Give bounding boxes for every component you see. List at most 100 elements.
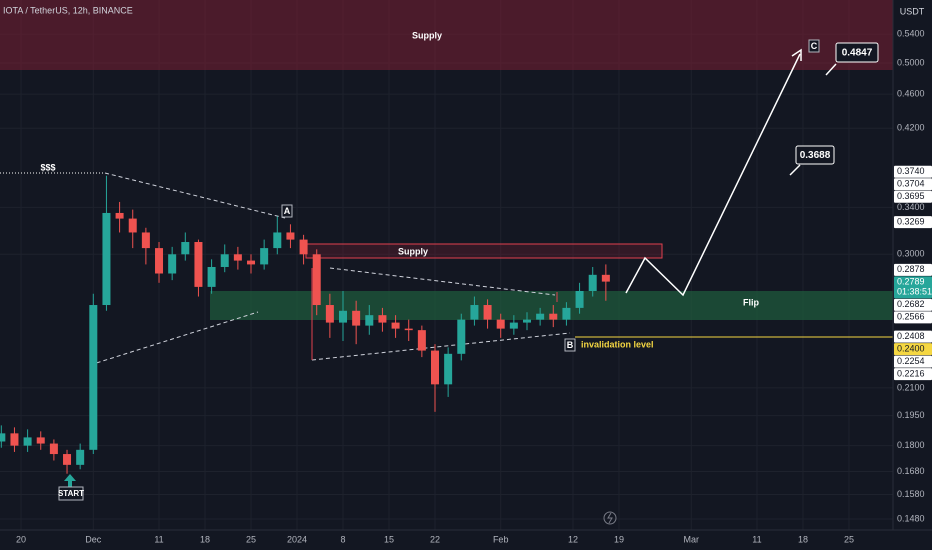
price-tag-label: 0.2789	[897, 277, 925, 287]
price-tag	[894, 216, 932, 229]
y-tick-label: 0.2100	[897, 382, 925, 392]
countdown: 01:38:51	[897, 287, 932, 297]
start-box	[58, 486, 84, 501]
projection-path	[625, 53, 801, 297]
y-tick-label: 0.1680	[897, 466, 925, 476]
price-tag	[894, 343, 932, 356]
x-tick-label: 18	[798, 534, 808, 544]
chart-title: IOTA / TetherUS, 12h, BINANCE	[3, 5, 133, 15]
x-tick-label: 25	[246, 534, 256, 544]
y-tick-label: 0.5400	[897, 28, 925, 38]
candle-body	[549, 313, 558, 320]
label-arrow	[825, 63, 837, 76]
y-tick-label: 0.4600	[897, 89, 925, 99]
price-tag	[894, 165, 932, 178]
candle-body	[49, 443, 58, 455]
y-tick-label: 0.5000	[897, 57, 925, 67]
candle-body	[194, 242, 203, 287]
price-tag-label: 0.3740	[897, 166, 925, 176]
candle-body	[457, 319, 466, 354]
point-box	[564, 338, 576, 352]
candle-body	[10, 433, 19, 446]
pattern-lines	[89, 172, 571, 366]
candle-body	[404, 328, 413, 331]
x-tick-label: 22	[430, 534, 440, 544]
point-box	[808, 39, 820, 53]
candle-body	[260, 248, 269, 265]
candle-body	[483, 305, 492, 320]
y-tick-label: 0.1580	[897, 489, 925, 499]
candle-body	[299, 239, 308, 255]
invalidation-label: invalidation level	[581, 339, 654, 349]
price-tag-label: 0.2878	[897, 264, 925, 274]
price-tag-label: 0.2408	[897, 331, 925, 341]
x-tick-label: 20	[16, 534, 26, 544]
y-tick-label: 0.3000	[897, 249, 925, 259]
candle-body	[36, 437, 45, 444]
x-tick-label: 15	[384, 534, 394, 544]
y-tick-label: 0.1480	[897, 513, 925, 523]
candle-body	[339, 310, 348, 323]
price-tag-label: 0.2254	[897, 356, 925, 366]
price-tag-label: 0.2566	[897, 312, 925, 322]
candle-body	[325, 305, 334, 323]
candle-body	[562, 307, 571, 320]
point-box	[281, 204, 293, 218]
x-tick-label: 2024	[287, 534, 307, 544]
candle-body	[181, 242, 190, 255]
price-tag	[894, 298, 932, 311]
candle-body	[431, 350, 440, 385]
candle-body	[115, 212, 124, 219]
y-tick-label: 0.3400	[897, 202, 925, 212]
x-tick-label: Feb	[493, 534, 509, 544]
replay-icon	[607, 512, 613, 524]
price-tag-label: 0.3269	[897, 217, 925, 227]
candle-body	[509, 322, 518, 329]
candle-body	[417, 330, 426, 351]
x-tick-label: Dec	[85, 534, 102, 544]
candle-body	[352, 310, 361, 326]
price-tag-label: 0.2682	[897, 299, 925, 309]
supply-zone	[0, 0, 893, 70]
x-tick-label: 25	[844, 534, 854, 544]
candle-body	[378, 315, 387, 323]
supply-box	[305, 243, 663, 259]
candle-body	[0, 433, 6, 442]
candle-body	[102, 212, 111, 306]
candle-body	[391, 322, 400, 329]
candle-body	[286, 232, 295, 240]
candle-body	[207, 266, 216, 287]
candle-body	[312, 254, 321, 306]
price-tag	[894, 178, 932, 191]
candle-body	[522, 319, 531, 323]
candle-body	[155, 248, 164, 274]
price-tag-label: 0.2400	[897, 344, 925, 354]
label-arrow	[789, 164, 801, 176]
y-tick-label: 0.1800	[897, 440, 925, 450]
point-label: C	[811, 41, 818, 51]
axis: 0.5400 0.5000 0.4600 0.4200 0.3400 0.3000 0.21…	[16, 28, 932, 544]
candle-body	[247, 260, 256, 265]
x-tick-label: 18	[200, 534, 210, 544]
replay-icon[interactable]	[603, 511, 617, 525]
price-tag	[894, 330, 932, 343]
price-tag	[894, 276, 932, 299]
candle-body	[128, 218, 137, 233]
candle-body	[575, 290, 584, 308]
target-box	[795, 145, 835, 165]
start-label: START	[58, 489, 84, 498]
x-tick-label: Mar	[684, 534, 700, 544]
liquidity-label: $$$	[40, 162, 55, 172]
point-label: B	[567, 340, 574, 350]
candle-body	[23, 437, 32, 446]
candle-body	[536, 313, 545, 320]
candle-body	[470, 305, 479, 320]
candle-body	[168, 254, 177, 274]
y-tick-label: 0.1950	[897, 410, 925, 420]
target-box	[835, 42, 879, 63]
price-tag	[894, 263, 932, 276]
price-tag	[894, 190, 932, 203]
point-label: A	[284, 206, 291, 216]
x-tick-label: 11	[154, 534, 163, 544]
